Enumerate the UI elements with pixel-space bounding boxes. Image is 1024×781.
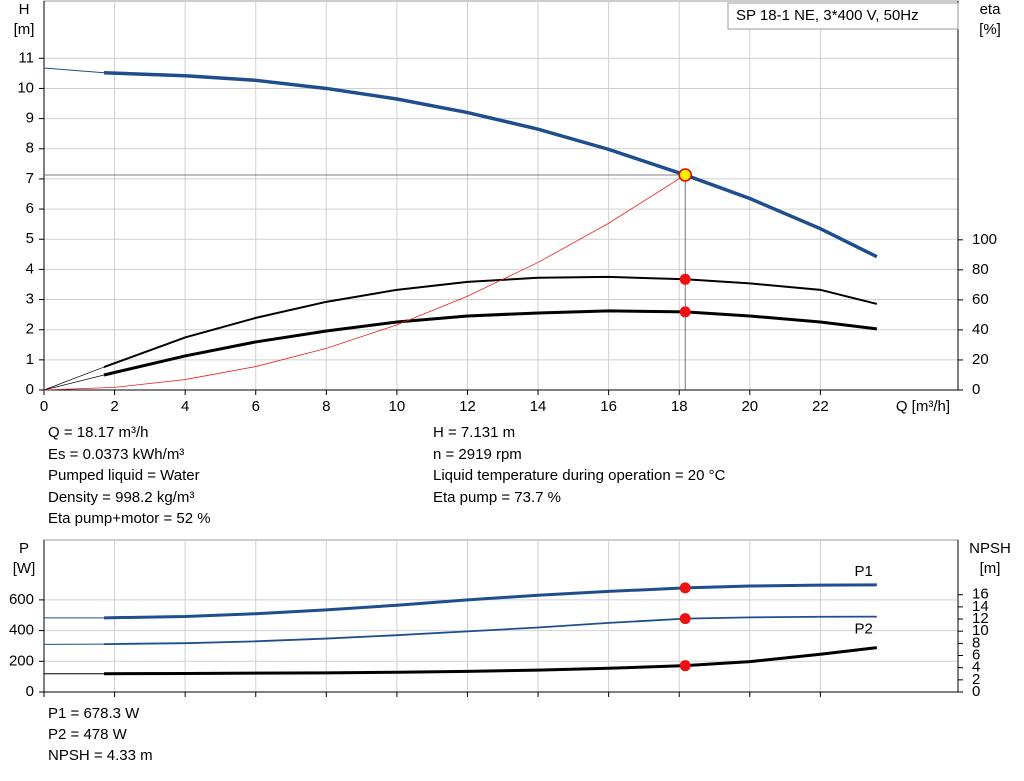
y-tick-label: 10 xyxy=(17,79,34,96)
y2-tick-label: 0 xyxy=(972,381,980,398)
y-axis-unit: [W] xyxy=(13,560,36,577)
x-tick-label: 14 xyxy=(530,398,547,415)
operating-point xyxy=(679,660,691,672)
y-tick-label: 0 xyxy=(26,381,34,398)
y2-tick-label: 4 xyxy=(972,659,980,676)
y2-tick-label: 0 xyxy=(972,683,980,700)
curve xyxy=(43,374,105,391)
x-tick-label: 12 xyxy=(459,398,476,415)
y-tick-label: 400 xyxy=(9,622,34,639)
y2-tick-label: 8 xyxy=(972,634,980,651)
operating-point xyxy=(679,273,691,285)
result: Pumped liquid = Water xyxy=(48,467,200,484)
y2-tick-label: 12 xyxy=(972,610,989,627)
curve xyxy=(103,583,877,620)
curve xyxy=(43,366,105,391)
y2-tick-label: 40 xyxy=(972,321,989,338)
y2-tick-label: 16 xyxy=(972,586,989,603)
x-tick-label: 8 xyxy=(322,398,330,415)
y-tick-label: 2 xyxy=(26,321,34,338)
series-label: P1 xyxy=(854,563,872,580)
y-axis-label: P xyxy=(19,540,29,557)
result: P1 = 678.3 W xyxy=(48,705,140,722)
x-tick-label: 0 xyxy=(40,398,48,415)
x-tick-label: 10 xyxy=(389,398,406,415)
y-tick-label: 3 xyxy=(26,291,34,308)
y-tick-label: 5 xyxy=(26,230,34,247)
curve xyxy=(103,71,878,259)
y-axis-label: H xyxy=(19,1,30,18)
result: P2 = 478 W xyxy=(48,726,128,743)
y2-tick-label: 20 xyxy=(972,351,989,368)
x-tick-label: 6 xyxy=(252,398,260,415)
y2-axis-unit: [m] xyxy=(980,560,1001,577)
y2-axis-label: eta xyxy=(980,1,1002,18)
y2-axis-unit: [%] xyxy=(979,21,1001,38)
y2-tick-label: 10 xyxy=(972,622,989,639)
y2-tick-label: 80 xyxy=(972,261,989,278)
x-axis-label: Q [m³/h] xyxy=(896,398,950,415)
y2-tick-label: 2 xyxy=(972,671,980,688)
y-axis-unit: [m] xyxy=(14,21,35,38)
x-tick-label: 18 xyxy=(671,398,688,415)
result: Density = 998.2 kg/m³ xyxy=(48,489,194,506)
result: Eta pump+motor = 52 % xyxy=(48,510,211,527)
x-tick-label: 4 xyxy=(181,398,189,415)
curve xyxy=(103,275,878,368)
y-tick-label: 8 xyxy=(26,140,34,157)
y-tick-label: 6 xyxy=(26,200,34,217)
x-tick-label: 2 xyxy=(110,398,118,415)
result: Q = 18.17 m³/h xyxy=(48,424,148,441)
curve xyxy=(103,615,877,645)
operating-point xyxy=(679,613,691,625)
result: NPSH = 4.33 m xyxy=(48,747,153,764)
y-tick-label: 7 xyxy=(26,170,34,187)
y-tick-label: 4 xyxy=(26,260,34,277)
x-tick-label: 20 xyxy=(741,398,758,415)
y2-tick-label: 14 xyxy=(972,598,989,615)
result: Eta pump = 73.7 % xyxy=(433,489,561,506)
series-label: P2 xyxy=(854,621,872,638)
y2-axis-label: NPSH xyxy=(969,540,1011,557)
curve xyxy=(43,67,105,74)
x-tick-label: 16 xyxy=(600,398,617,415)
y-tick-label: 600 xyxy=(9,591,34,608)
y-tick-label: 200 xyxy=(9,652,34,669)
result: Liquid temperature during operation = 20… xyxy=(433,467,726,484)
operating-point xyxy=(679,582,691,594)
y-tick-label: 1 xyxy=(26,351,34,368)
x-tick-label: 22 xyxy=(812,398,829,415)
annotation: SP 18-1 NE, 3*400 V, 50Hz xyxy=(736,7,919,24)
y-tick-label: 0 xyxy=(26,683,34,700)
y2-tick-label: 100 xyxy=(972,231,997,248)
curve xyxy=(103,646,878,676)
result: H = 7.131 m xyxy=(433,424,515,441)
y-tick-label: 9 xyxy=(26,110,34,127)
result: n = 2919 rpm xyxy=(433,446,522,463)
operating-point xyxy=(678,168,692,182)
operating-point xyxy=(679,306,691,318)
curve xyxy=(43,174,686,391)
y2-tick-label: 6 xyxy=(972,646,980,663)
annotation-box xyxy=(727,2,959,30)
y2-tick-label: 60 xyxy=(972,291,989,308)
result: Es = 0.0373 kWh/m³ xyxy=(48,446,184,463)
plot-area xyxy=(43,0,959,391)
y-tick-label: 11 xyxy=(18,49,34,66)
curve xyxy=(103,309,878,377)
